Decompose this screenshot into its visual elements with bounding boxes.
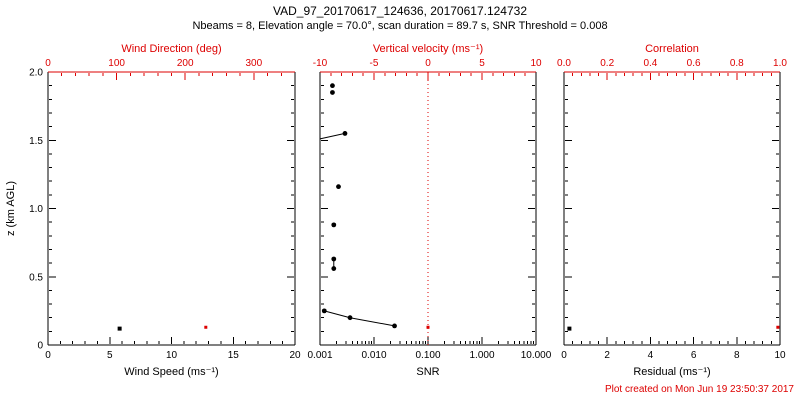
axis-text: -10 — [313, 58, 328, 69]
panel-snr: 0.001 0.010 0.100 1.000 10.000 SNR -10 -5 0 5 10 Ve… — [307, 43, 551, 378]
axis-text: 10 — [166, 350, 178, 361]
axis-text: 8 — [734, 350, 740, 361]
axis-text: 5 — [479, 58, 485, 69]
axis-text: 200 — [177, 58, 194, 69]
axis-text: 0 — [45, 58, 51, 69]
plot-title: VAD_97_20170617_124636, 20170617.124732 — [272, 4, 528, 18]
plot-created-note: Plot created on Mon Jun 19 23:50:37 2017 — [604, 384, 794, 395]
axis-text: 1.5 — [29, 136, 43, 147]
axis-text: 10 — [530, 58, 542, 69]
data-point — [567, 326, 572, 331]
axis-text: 0.010 — [361, 350, 386, 361]
axis-text: 0.2 — [600, 58, 614, 69]
data-point-secondary — [776, 325, 780, 329]
axis-text: 20 — [289, 350, 301, 361]
profile-line — [324, 310, 395, 327]
data-point — [336, 184, 341, 190]
panel-residual: 0 2 4 6 8 10 Residual (ms⁻¹) 0.0 0.2 0.4 0.6 0.8 1.0… — [557, 43, 787, 378]
data-point — [331, 222, 337, 228]
axis-text: 0.4 — [643, 58, 657, 69]
data-point — [347, 315, 353, 321]
axis-text: 2 — [604, 350, 610, 361]
y-axis-label: z (km AGL) — [5, 181, 17, 236]
data-point-secondary — [426, 325, 430, 329]
axis-text: 10 — [774, 350, 786, 361]
axis-text: -5 — [370, 58, 379, 69]
data-point — [330, 90, 335, 95]
data-point-secondary — [204, 325, 208, 329]
axis-text: 0 — [425, 58, 431, 69]
data-point — [331, 266, 337, 271]
axis-text: 0 — [561, 350, 567, 361]
axis-text: 0.100 — [415, 350, 440, 361]
axis-text: 0.0 — [557, 58, 571, 69]
data-point — [321, 308, 327, 314]
axis-text: 2.0 — [29, 68, 43, 79]
axis-text: 0 — [37, 341, 43, 352]
axis-text: SNR — [416, 366, 439, 378]
axis-text: Wind Speed (ms⁻¹) — [124, 366, 218, 378]
axis-text: Residual (ms⁻¹) — [633, 366, 710, 378]
axis-text: 0.6 — [687, 58, 701, 69]
axis-text: 0.001 — [307, 350, 332, 361]
axis-text: 1.0 — [29, 204, 43, 215]
data-point — [392, 323, 397, 329]
data-point — [342, 131, 348, 136]
axis-text: 300 — [245, 58, 262, 69]
axis-text: 100 — [108, 58, 125, 69]
axis-text: 6 — [691, 350, 697, 361]
axis-text: 1.000 — [469, 350, 494, 361]
axis-text: 5 — [107, 350, 113, 361]
data-point — [331, 256, 337, 262]
axis-text: 1.0 — [773, 58, 787, 69]
axis-text: Vertical velocity (ms⁻¹) — [373, 43, 483, 55]
axis-text: 0.8 — [730, 58, 744, 69]
data-point — [117, 326, 122, 331]
plot-subtitle: Nbeams = 8, Elevation angle = 70.0°, sca… — [192, 20, 608, 32]
data-point — [330, 83, 335, 89]
axis-text: Correlation — [645, 43, 699, 55]
axis-text: 15 — [228, 350, 240, 361]
axis-text: 0.5 — [29, 272, 43, 283]
axis-text: Wind Direction (deg) — [121, 43, 221, 55]
axis-text: 0 — [45, 350, 51, 361]
axis-text: 10.000 — [521, 350, 552, 361]
axis-text: 4 — [648, 350, 654, 361]
profile-line — [319, 132, 346, 140]
